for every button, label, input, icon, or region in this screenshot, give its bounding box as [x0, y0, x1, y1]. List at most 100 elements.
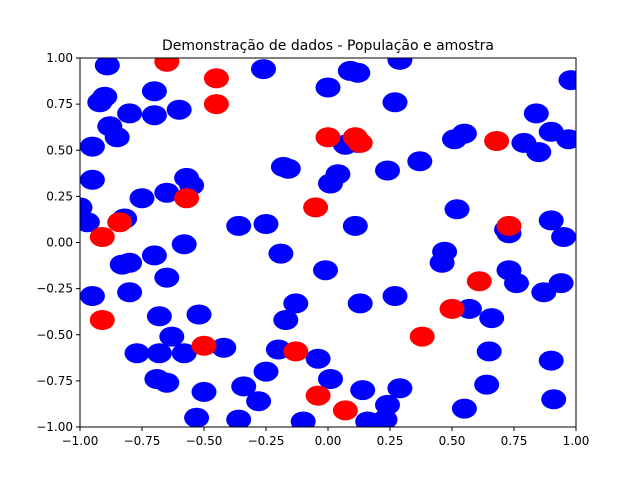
- sample-point-8: [283, 341, 309, 362]
- sample-point-1: [203, 68, 229, 89]
- population-point-38: [246, 391, 272, 412]
- population-point-26: [159, 326, 185, 347]
- x-tick-label: −1.00: [62, 434, 99, 448]
- population-point-65: [451, 123, 477, 144]
- x-tick-label: 0.00: [315, 434, 342, 448]
- points-layer: [80, 58, 576, 427]
- y-tick-label: 0.25: [46, 189, 73, 203]
- population-point-14: [129, 188, 155, 209]
- y-tick-label: −0.25: [36, 282, 73, 296]
- sample-point-17: [466, 271, 492, 292]
- population-point-58: [387, 58, 413, 70]
- sample-point-18: [484, 131, 510, 151]
- sample-point-2: [203, 94, 229, 115]
- population-point-19: [141, 245, 167, 266]
- population-point-30: [186, 304, 212, 325]
- population-point-80: [526, 142, 552, 163]
- y-tick-label: 0.75: [46, 97, 73, 111]
- sample-point-6: [89, 310, 115, 330]
- sample-point-14: [347, 132, 373, 153]
- population-point-28: [146, 343, 172, 364]
- sample-point-5: [89, 227, 115, 247]
- population-point-33: [154, 372, 180, 393]
- sample-point-15: [409, 326, 435, 347]
- population-point-82: [538, 210, 564, 231]
- population-point-22: [154, 267, 180, 288]
- population-point-79: [523, 103, 549, 124]
- population-point-53: [313, 260, 338, 281]
- x-tick-label: 1.00: [563, 434, 590, 448]
- x-tick-label: −0.25: [248, 434, 285, 448]
- population-point-63: [407, 151, 433, 172]
- population-point-87: [531, 282, 557, 303]
- population-point-2: [87, 92, 113, 113]
- sample-point-12: [315, 127, 341, 148]
- population-point-88: [538, 350, 564, 371]
- population-point-68: [429, 252, 455, 273]
- population-point-39: [253, 361, 279, 382]
- population-point-57: [382, 92, 408, 113]
- population-point-66: [444, 199, 470, 220]
- x-tick-label: −0.75: [124, 434, 161, 448]
- axes-layer: −1.00 −0.75 −0.50 −0.25 0.00 0.25 0.50 0.75 1.00…: [36, 51, 589, 448]
- population-point-36: [226, 409, 252, 427]
- y-tick-label: −1.00: [36, 420, 73, 434]
- population-point-83: [551, 227, 576, 247]
- population-point-84: [556, 129, 576, 150]
- sample-point-10: [332, 400, 358, 421]
- population-point-69: [456, 298, 482, 319]
- population-point-42: [283, 293, 309, 314]
- population-point-27: [124, 343, 150, 364]
- population-point-24: [80, 286, 105, 306]
- population-point-0: [94, 58, 120, 76]
- y-tick-label: 1.00: [46, 51, 73, 65]
- population-point-91: [375, 394, 400, 415]
- population-point-72: [474, 374, 500, 395]
- population-point-60: [345, 62, 371, 83]
- population-point-93: [355, 411, 381, 427]
- population-point-4: [141, 81, 167, 102]
- population-point-41: [273, 310, 299, 330]
- population-point-9: [80, 136, 105, 157]
- population-point-47: [275, 158, 301, 179]
- sample-point-7: [191, 335, 217, 356]
- population-point-97: [290, 411, 316, 427]
- population-point-21: [109, 254, 135, 275]
- population-point-61: [315, 77, 341, 98]
- y-tick-label: 0.00: [46, 236, 73, 250]
- population-point-45: [226, 215, 252, 236]
- population-point-6: [166, 99, 192, 120]
- population-point-43: [268, 243, 294, 264]
- population-point-70: [479, 308, 505, 329]
- x-tick-label: −0.50: [186, 434, 223, 448]
- population-point-12: [80, 212, 100, 233]
- population-point-3: [117, 103, 143, 124]
- population-point-95: [318, 369, 343, 389]
- population-point-77: [504, 273, 529, 294]
- x-tick-label: 0.75: [501, 434, 528, 448]
- y-tick-label: −0.75: [36, 374, 73, 388]
- x-tick-label: 0.25: [377, 434, 404, 448]
- sample-point-16: [439, 298, 465, 319]
- population-point-23: [117, 282, 143, 303]
- population-point-96: [305, 348, 331, 369]
- sample-point-0: [154, 58, 180, 72]
- population-point-73: [451, 398, 477, 419]
- sample-point-9: [305, 385, 331, 406]
- population-point-35: [184, 407, 210, 427]
- population-point-31: [211, 337, 237, 358]
- population-point-25: [146, 306, 172, 327]
- y-tick-label: 0.50: [46, 143, 73, 157]
- population-point-49: [325, 164, 351, 185]
- population-point-44: [253, 214, 279, 234]
- sample-point-3: [174, 188, 200, 209]
- sample-point-11: [303, 197, 329, 218]
- population-point-8: [104, 127, 130, 148]
- chart-title: Demonstração de dados - População e amos…: [162, 38, 494, 54]
- population-point-29: [171, 343, 197, 364]
- population-point-55: [382, 286, 408, 306]
- x-tick-label: 0.50: [439, 434, 466, 448]
- population-point-52: [342, 215, 368, 236]
- population-point-94: [350, 380, 376, 401]
